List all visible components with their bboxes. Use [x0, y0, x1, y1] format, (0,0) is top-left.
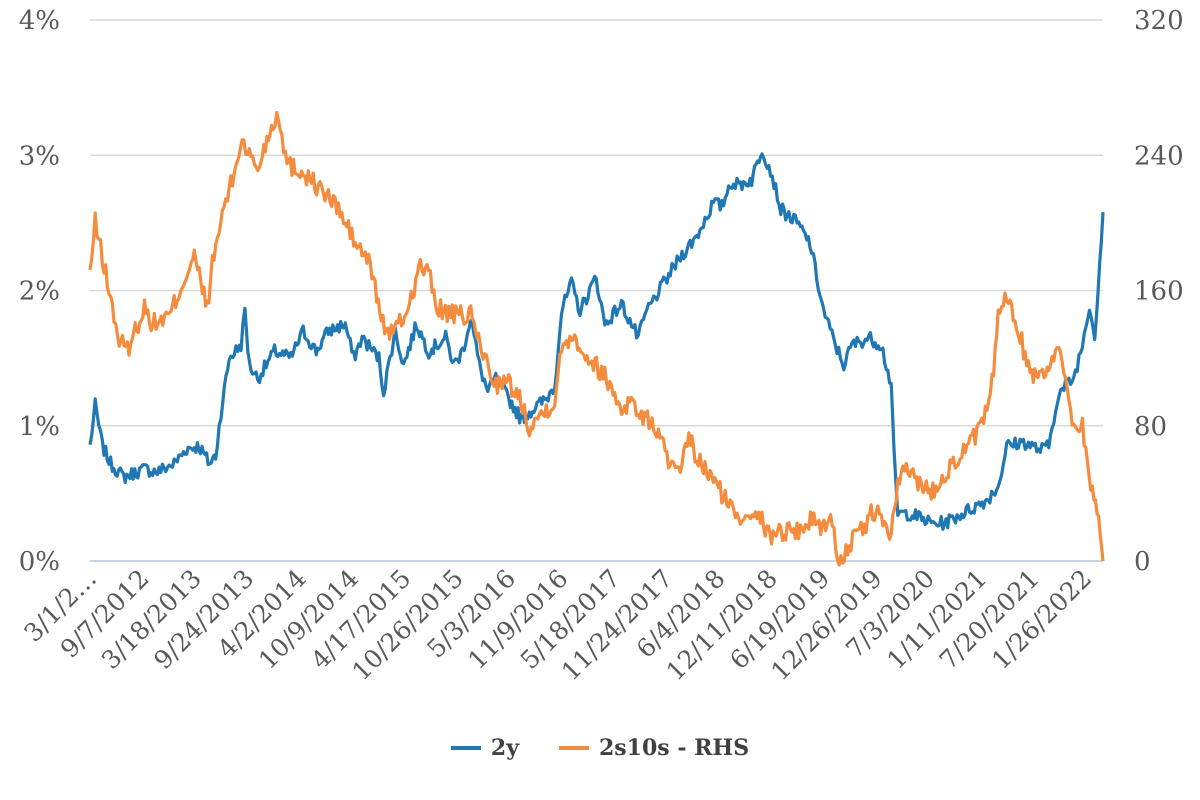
left-y-axis-ticks: 0% 1% 2% 3% 4%	[19, 6, 60, 577]
legend-item-2y: 2y	[450, 735, 519, 761]
legend-label-2y: 2y	[490, 735, 519, 761]
series-line-2s10s	[88, 110, 1105, 567]
left-y-tick-label: 2%	[19, 277, 60, 307]
x-axis-ticks: 3/1/2…9/7/20123/18/20139/24/20134/2/2014…	[18, 564, 1097, 686]
legend-item-2s10s: 2s10s - RHS	[558, 735, 750, 761]
left-y-tick-label: 4%	[19, 6, 60, 36]
legend: 2y 2s10s - RHS	[0, 728, 1200, 768]
right-y-tick-label: 80	[1134, 412, 1167, 442]
left-y-tick-label: 3%	[19, 141, 60, 171]
right-y-tick-label: 160	[1134, 277, 1184, 307]
right-y-axis-ticks: 0 80 160 240 320	[1134, 6, 1184, 577]
legend-label-2s10s: 2s10s - RHS	[598, 735, 750, 761]
left-y-tick-label: 0%	[19, 547, 60, 577]
legend-swatch-2y	[450, 746, 481, 750]
legend-swatch-2s10s	[558, 746, 589, 750]
right-y-tick-label: 320	[1134, 6, 1184, 36]
left-y-tick-label: 1%	[19, 412, 60, 442]
series-lines	[88, 110, 1105, 567]
series-line-2y	[88, 152, 1105, 531]
right-y-tick-label: 0	[1134, 547, 1151, 577]
right-y-tick-label: 240	[1134, 141, 1184, 171]
